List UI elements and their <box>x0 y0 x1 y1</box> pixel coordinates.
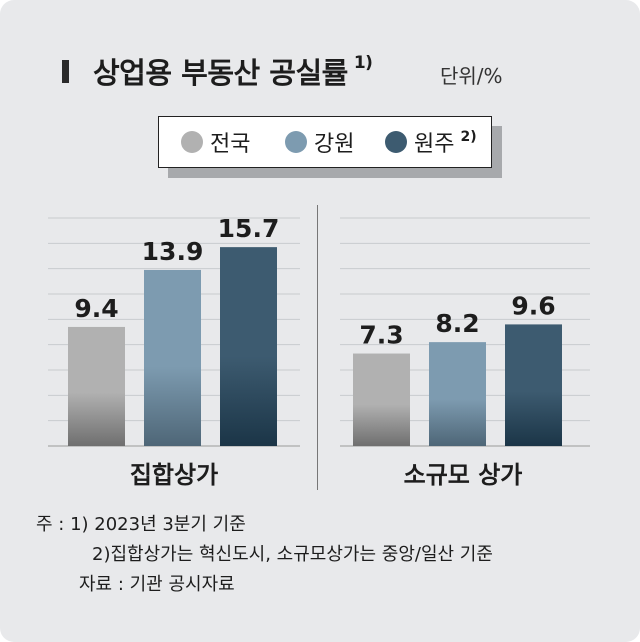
data-label: 7.3 <box>359 321 403 350</box>
unit-label: 단위/% <box>440 64 503 88</box>
legend-label-wonju: 원주 <box>414 132 455 157</box>
source-note: 자료 : 기관 공시자료 <box>79 574 235 595</box>
data-label: 15.7 <box>218 214 280 243</box>
legend-item-wonju: 원주 2) <box>385 127 477 157</box>
title-marker <box>62 60 69 83</box>
category-label: 소규모 상가 <box>404 461 523 489</box>
data-label: 9.6 <box>511 291 555 320</box>
chart-title: 상업용 부동산 공실률 1) <box>93 53 373 90</box>
panel-divider <box>317 205 318 490</box>
legend-swatch-national <box>181 131 203 153</box>
bar-원주-집합상가 <box>220 247 277 446</box>
legend-swatch-gangwon <box>285 131 307 153</box>
bar-강원-집합상가 <box>144 269 201 446</box>
legend-footnote-wonju: 2) <box>460 129 477 145</box>
footnotes: 주 : 1) 2023년 3분기 기준 2)집합상가는 혁신도시, 소규모상가는… <box>36 510 493 600</box>
legend-label-national: 전국 <box>210 132 251 157</box>
legend-item-gangwon: 강원 <box>285 127 354 157</box>
category-label: 집합상가 <box>130 461 218 489</box>
footnote-1: 주 : 1) 2023년 3분기 기준 <box>36 514 246 535</box>
footnote-2: 2)집합상가는 혁신도시, 소규모상가는 중앙/일산 기준 <box>92 544 493 565</box>
bar-강원-소규모 상가 <box>429 342 486 446</box>
bar-원주-소규모 상가 <box>505 324 562 446</box>
legend-item-national: 전국 <box>181 127 250 157</box>
title-footnote: 1) <box>353 53 373 74</box>
legend-swatch-wonju <box>385 131 407 153</box>
legend-label-gangwon: 강원 <box>314 132 355 157</box>
data-label: 9.4 <box>74 294 118 323</box>
bar-전국-소규모 상가 <box>353 353 410 446</box>
data-label: 8.2 <box>435 309 479 338</box>
data-label: 13.9 <box>142 237 204 266</box>
bar-전국-집합상가 <box>68 326 125 446</box>
legend: 전국 강원 원주 2) <box>158 116 492 168</box>
